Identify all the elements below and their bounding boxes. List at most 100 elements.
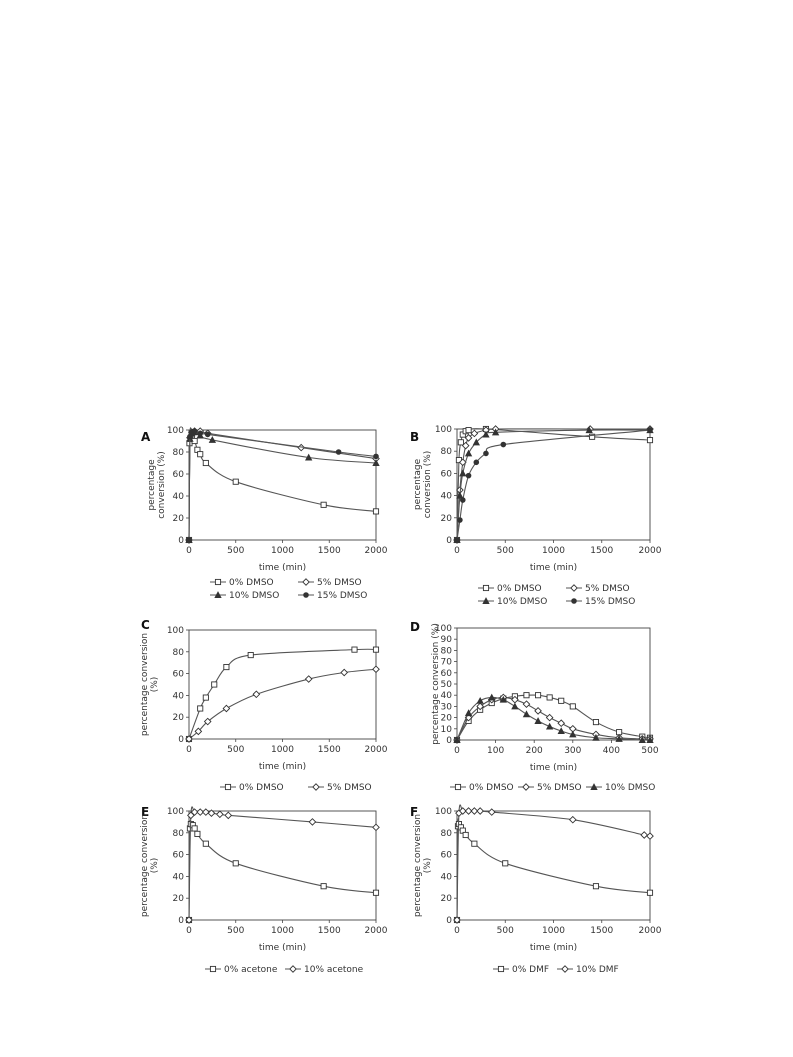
legend-label-e-1: 10% acetone <box>304 965 364 975</box>
y-axis-label-b: percentage <box>413 458 423 510</box>
data-point-e-0 <box>194 830 201 837</box>
data-point-e-0 <box>191 825 198 832</box>
data-point-e-1 <box>190 808 199 816</box>
data-point-c-0 <box>202 694 209 701</box>
series-line-e-0 <box>188 819 377 921</box>
legend-marker-b-2 <box>482 597 490 604</box>
plot-frame-b <box>456 428 651 541</box>
data-point-b-2 <box>585 426 593 434</box>
x-axis-label-d: time (min) <box>530 763 577 773</box>
y-tick-label-e: 20 <box>173 894 185 904</box>
y-axis-label-d: percentage conversion (%) <box>431 623 441 745</box>
data-point-b-1 <box>470 429 479 438</box>
x-tick-label-e: 0 <box>186 926 192 936</box>
y-axis-label-e: percentage conversion <box>140 814 150 917</box>
legend-marker-b-1 <box>570 584 578 592</box>
data-point-e-1 <box>201 808 210 816</box>
panel-letter-e: E <box>141 805 149 819</box>
data-point-d-2 <box>534 717 542 724</box>
x-tick-label-f: 0 <box>454 926 460 936</box>
y-tick-label-c: 20 <box>173 713 185 723</box>
data-point-b-3 <box>457 517 463 523</box>
data-point-d-1 <box>522 700 531 708</box>
data-point-d-2 <box>646 736 654 743</box>
legend-marker-b-3 <box>571 598 577 604</box>
y-tick-label-e: 0 <box>178 916 184 926</box>
y-tick-label-b: 0 <box>446 536 452 546</box>
y-tick-label-b: 20 <box>441 514 453 524</box>
x-tick-label-c: 1500 <box>318 745 341 755</box>
x-axis-label-e: time (min) <box>259 943 306 953</box>
y-axis-label-a: percentage <box>147 459 157 511</box>
series-line-f-0 <box>456 818 651 921</box>
data-point-d-1 <box>545 713 554 722</box>
x-tick-label-e: 1500 <box>318 926 341 936</box>
y-tick-label-c: 60 <box>173 670 185 680</box>
legend-label-c-0: 0% DMSO <box>239 783 284 793</box>
data-point-a-2 <box>305 453 313 461</box>
legend-label-b-3: 15% DMSO <box>585 597 635 607</box>
plot-frame-e <box>188 810 377 921</box>
data-point-d-2 <box>488 693 496 701</box>
series-line-b-2 <box>456 429 651 541</box>
legend-marker-c-1 <box>312 783 320 791</box>
series-line-e-1 <box>188 806 377 921</box>
legend-marker-c-0 <box>224 783 232 791</box>
y-tick-label-d: 90 <box>441 635 453 645</box>
legend-label-e-0: 0% acetone <box>224 965 278 975</box>
data-point-e-1 <box>372 823 380 832</box>
series-line-a-2 <box>188 429 377 541</box>
data-point-c-0 <box>211 681 218 688</box>
data-point-d-2 <box>453 736 461 743</box>
y-axis-label-e: (%) <box>150 858 160 874</box>
data-point-b-0 <box>457 439 464 446</box>
data-point-d-2 <box>476 696 484 704</box>
panel-letter-b: B <box>410 430 419 444</box>
y-tick-label-d: 20 <box>441 714 453 724</box>
series-line-a-3 <box>188 427 377 541</box>
legend-marker-f-0 <box>497 965 505 973</box>
y-tick-label-b: 80 <box>441 447 453 457</box>
data-point-e-1 <box>216 810 224 819</box>
data-point-e-0 <box>232 860 239 867</box>
data-point-b-2 <box>482 430 490 438</box>
data-point-a-3 <box>191 428 198 434</box>
data-point-d-0 <box>569 703 576 710</box>
x-tick-label-f: 500 <box>497 926 514 936</box>
x-tick-label-e: 2000 <box>365 926 388 936</box>
data-point-f-0 <box>592 883 600 890</box>
x-tick-label-f: 1000 <box>542 926 565 936</box>
y-tick-label-d: 40 <box>441 691 453 701</box>
legend-label-d-2: 10% DMSO <box>605 783 655 793</box>
data-point-d-2 <box>557 727 565 735</box>
data-point-b-2 <box>459 469 467 477</box>
data-point-a-0 <box>320 501 327 508</box>
data-point-f-1 <box>568 815 577 824</box>
data-point-d-1 <box>557 719 566 728</box>
data-point-b-3 <box>473 459 480 466</box>
data-point-a-0 <box>202 459 209 467</box>
data-point-d-1 <box>476 702 484 711</box>
data-point-e-1 <box>196 808 205 816</box>
legend-marker-b-0 <box>482 584 490 592</box>
y-tick-label-d: 0 <box>446 736 452 746</box>
x-tick-label-b: 1000 <box>542 546 565 556</box>
data-point-e-1 <box>207 809 216 818</box>
series-line-b-3 <box>456 429 651 541</box>
data-point-f-0 <box>471 840 478 847</box>
data-point-d-0 <box>546 694 553 701</box>
legend-label-a-0: 0% DMSO <box>229 578 274 588</box>
y-tick-label-f: 40 <box>441 872 453 882</box>
y-axis-label-c: (%) <box>150 677 160 693</box>
data-point-b-2 <box>464 449 473 457</box>
x-tick-label-b: 500 <box>497 546 514 556</box>
y-tick-label-d: 30 <box>441 702 453 712</box>
panel-letter-f: F <box>410 805 418 819</box>
x-tick-label-a: 1500 <box>318 546 341 556</box>
data-point-d-0 <box>535 692 542 699</box>
plot-frame-a <box>188 429 377 541</box>
